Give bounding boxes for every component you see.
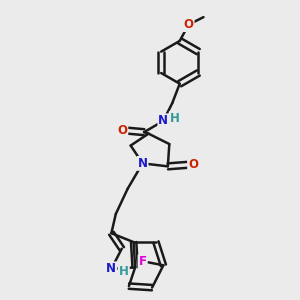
Text: N: N bbox=[106, 262, 116, 275]
Text: H: H bbox=[119, 266, 129, 278]
Text: H: H bbox=[170, 112, 180, 125]
Text: N: N bbox=[158, 114, 168, 128]
Text: O: O bbox=[184, 18, 194, 31]
Text: O: O bbox=[188, 158, 198, 171]
Text: F: F bbox=[139, 255, 147, 268]
Text: O: O bbox=[117, 124, 128, 137]
Text: N: N bbox=[138, 157, 148, 170]
